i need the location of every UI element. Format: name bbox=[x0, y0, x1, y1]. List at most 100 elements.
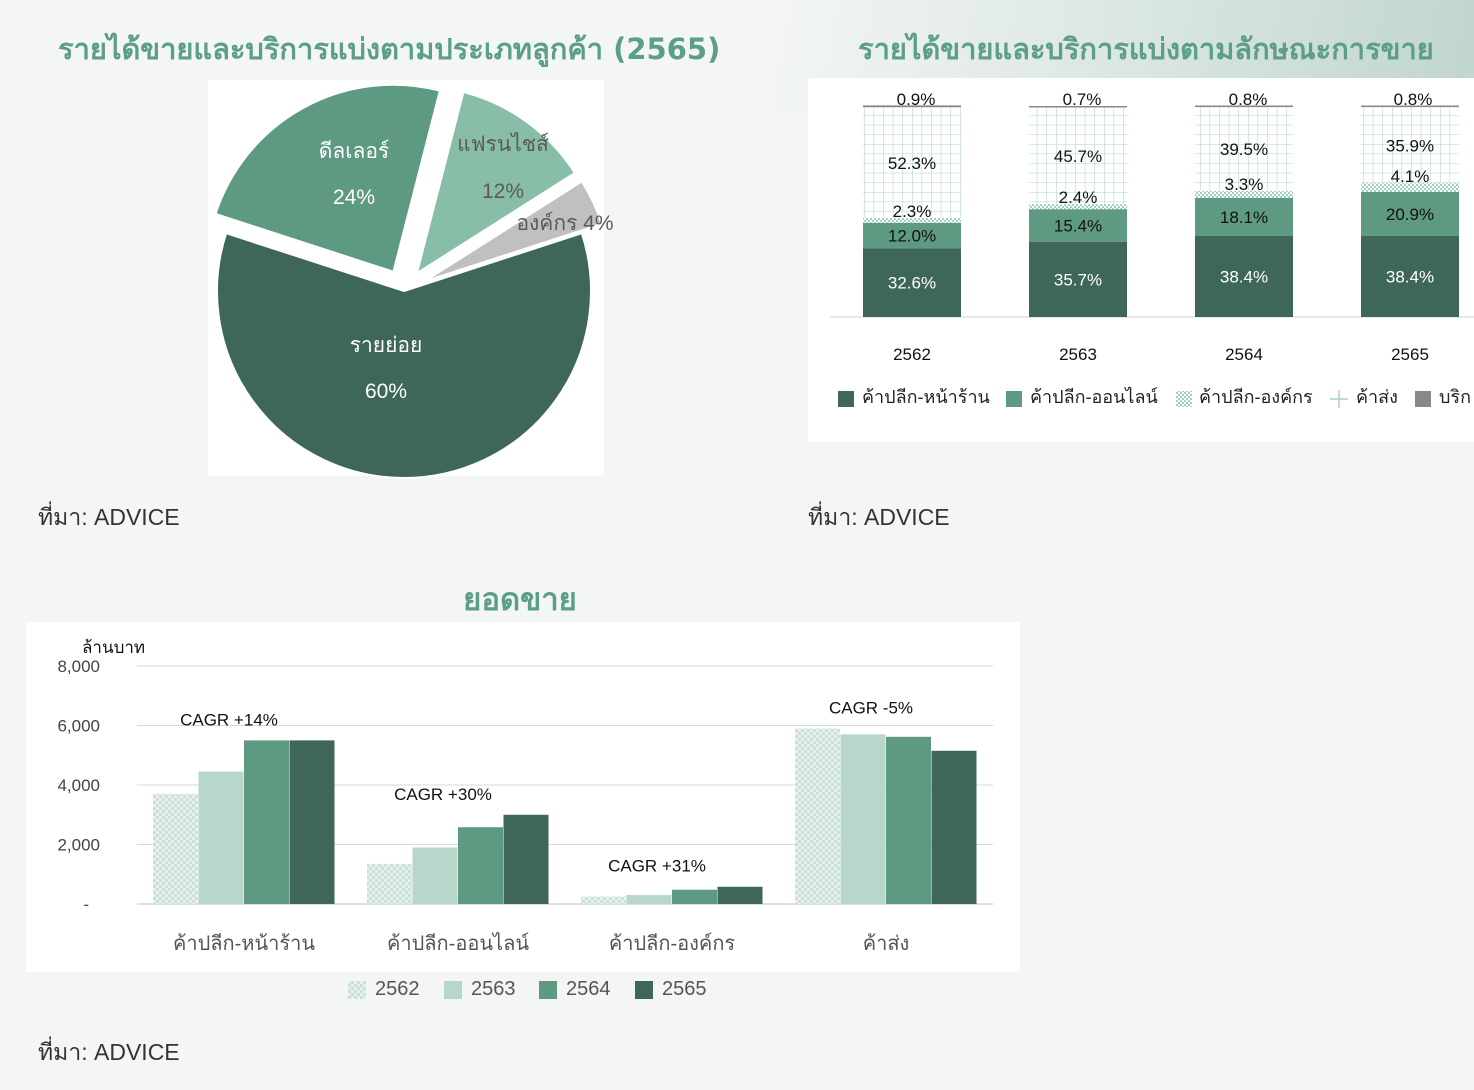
sales-ytick-label: 4,000 bbox=[57, 776, 100, 795]
sales-bar-2563-2 bbox=[626, 895, 672, 904]
pie-slice-corporate bbox=[423, 180, 604, 283]
stacked-label-retail-corporate-2565: 4.1% bbox=[1391, 167, 1430, 186]
sales-bar-2562-1 bbox=[367, 863, 412, 904]
sales-legend-label-2562: 2562 bbox=[375, 978, 420, 1000]
stacked-bar-retail-online-2564 bbox=[1195, 197, 1293, 236]
sales-bar-2564-1 bbox=[458, 827, 503, 904]
stacked-bar-retail-online-2563 bbox=[1029, 209, 1127, 242]
stacked-bar-retail-online-2562 bbox=[863, 222, 961, 249]
legend-swatch-service bbox=[1415, 391, 1431, 407]
stacked-bar-retail-corporate-2563 bbox=[1029, 204, 1127, 210]
sales-bar-2565-0 bbox=[289, 740, 335, 904]
stacked-bar-retail-store-2565 bbox=[1361, 235, 1459, 317]
stacked-category-label: 2564 bbox=[1225, 345, 1263, 364]
sales-bar-2565-3 bbox=[931, 750, 977, 904]
sales-chart-title: ยอดขาย bbox=[463, 582, 577, 618]
pie-chart-title: รายได้ขายและบริการแบ่งตามประเภทลูกค้า (2… bbox=[58, 32, 721, 66]
sales-bar-2563-0 bbox=[198, 771, 244, 904]
sales-category-label: ค้าปลีก-หน้าร้าน bbox=[173, 933, 315, 955]
sales-bar-2564-2 bbox=[672, 889, 717, 904]
stacked-bar-retail-online-2565 bbox=[1361, 191, 1459, 236]
sales-bar-2562-0 bbox=[153, 793, 198, 904]
legend-label-retail-corporate: ค้าปลีก-องค์กร bbox=[1199, 387, 1313, 407]
sales-bar-2564-0 bbox=[244, 740, 289, 904]
sales-cagr-annotation: CAGR -5% bbox=[829, 698, 913, 717]
sales-bar-2562-2 bbox=[581, 896, 626, 904]
stacked-label-retail-store-2565: 38.4% bbox=[1386, 267, 1434, 286]
pie-source-note: ที่มา: ADVICE bbox=[38, 504, 180, 530]
stacked-bar-wholesale-2564 bbox=[1195, 107, 1293, 191]
stacked-label-wholesale-2565: 35.9% bbox=[1386, 136, 1434, 155]
stacked-label-wholesale-2563: 45.7% bbox=[1054, 147, 1102, 166]
sales-legend-label-2564: 2564 bbox=[566, 978, 611, 1000]
pie-label-franchise-pct: 12% bbox=[482, 180, 524, 203]
stacked-label-retail-online-2563: 15.4% bbox=[1054, 216, 1102, 235]
stacked-label-retail-store-2562: 32.6% bbox=[888, 274, 936, 293]
stacked-label-service-2565: 0.8% bbox=[1394, 90, 1433, 109]
stacked-category-label: 2563 bbox=[1059, 345, 1097, 364]
stacked-label-retail-online-2565: 20.9% bbox=[1386, 205, 1434, 224]
sales-cagr-annotation: CAGR +30% bbox=[394, 785, 492, 804]
sales-legend-label-2563: 2563 bbox=[471, 978, 516, 1000]
stacked-bar-wholesale-2562 bbox=[863, 107, 961, 219]
legend-label-retail-online: ค้าปลีก-ออนไลน์ bbox=[1030, 386, 1158, 407]
legend-swatch-wholesale bbox=[1330, 390, 1348, 408]
stacked-label-service-2562: 0.9% bbox=[897, 90, 936, 109]
sales-legend-swatch-2563 bbox=[444, 981, 462, 999]
legend-swatch-retail-online bbox=[1006, 391, 1022, 407]
legend-label-service: บริก bbox=[1439, 387, 1471, 407]
sales-category-label: ค้าปลีก-ออนไลน์ bbox=[387, 932, 529, 955]
stacked-category-label: 2562 bbox=[893, 345, 931, 364]
sales-legend-label-2565: 2565 bbox=[662, 978, 707, 1000]
stacked-label-retail-store-2563: 35.7% bbox=[1054, 270, 1102, 289]
sales-category-label: ค้าปลีก-องค์กร bbox=[609, 932, 736, 955]
sales-ytick-label: 6,000 bbox=[57, 717, 100, 736]
sales-bar-2565-1 bbox=[503, 814, 549, 904]
sales-category-label: ค้าส่ง bbox=[863, 933, 910, 955]
stacked-bar-retail-corporate-2564 bbox=[1195, 190, 1293, 198]
stacked-source-note: ที่มา: ADVICE bbox=[808, 504, 950, 530]
pie-label-retail-name: รายย่อย bbox=[350, 334, 423, 357]
sales-bar-2563-3 bbox=[840, 734, 886, 904]
stacked-label-retail-corporate-2563: 2.4% bbox=[1059, 188, 1098, 207]
legend-swatch-retail-store bbox=[838, 391, 854, 407]
sales-bar-2563-1 bbox=[412, 847, 458, 904]
sales-yaxis-unit: ล้านบาท bbox=[82, 638, 145, 657]
pie-label-dealer-name: ดีลเลอร์ bbox=[319, 139, 389, 163]
stacked-label-retail-corporate-2564: 3.3% bbox=[1225, 175, 1264, 194]
stacked-label-retail-online-2562: 12.0% bbox=[888, 227, 936, 246]
stacked-bar-retail-corporate-2562 bbox=[863, 218, 961, 223]
sales-legend-swatch-2564 bbox=[539, 981, 557, 999]
stacked-bar-retail-store-2562 bbox=[863, 248, 961, 317]
stacked-label-wholesale-2564: 39.5% bbox=[1220, 140, 1268, 159]
sales-legend-swatch-2565 bbox=[635, 981, 653, 999]
pie-label-dealer-pct: 24% bbox=[333, 186, 375, 209]
stacked-label-retail-corporate-2562: 2.3% bbox=[893, 202, 932, 221]
pie-slice-dealer bbox=[214, 83, 442, 274]
stacked-label-service-2563: 0.7% bbox=[1063, 90, 1102, 109]
sales-legend-swatch-2562 bbox=[348, 981, 366, 999]
pie-label-retail-pct: 60% bbox=[365, 380, 407, 403]
stacked-bar-retail-corporate-2565 bbox=[1361, 183, 1459, 192]
sales-bar-2565-2 bbox=[717, 886, 763, 904]
sales-ytick-label: 8,000 bbox=[57, 657, 100, 676]
pie-slice-franchise bbox=[415, 90, 577, 276]
pie-label-corporate: องค์กร 4% bbox=[516, 211, 613, 235]
sales-ytick-label: - bbox=[83, 895, 89, 914]
legend-swatch-retail-corporate bbox=[1176, 391, 1192, 407]
stacked-bar-wholesale-2565 bbox=[1361, 107, 1459, 184]
stacked-label-service-2564: 0.8% bbox=[1229, 90, 1268, 109]
sales-cagr-annotation: CAGR +14% bbox=[180, 710, 278, 729]
stacked-bar-retail-store-2563 bbox=[1029, 241, 1127, 317]
stacked-bar-wholesale-2563 bbox=[1029, 107, 1127, 205]
pie-slice-retail bbox=[216, 231, 592, 479]
stacked-category-label: 2565 bbox=[1391, 345, 1429, 364]
sales-ytick-label: 2,000 bbox=[57, 836, 100, 855]
stacked-bar-retail-store-2564 bbox=[1195, 235, 1293, 317]
sales-bar-2562-3 bbox=[795, 728, 840, 904]
stacked-label-wholesale-2562: 52.3% bbox=[888, 154, 936, 173]
sales-bar-2564-3 bbox=[886, 736, 931, 904]
